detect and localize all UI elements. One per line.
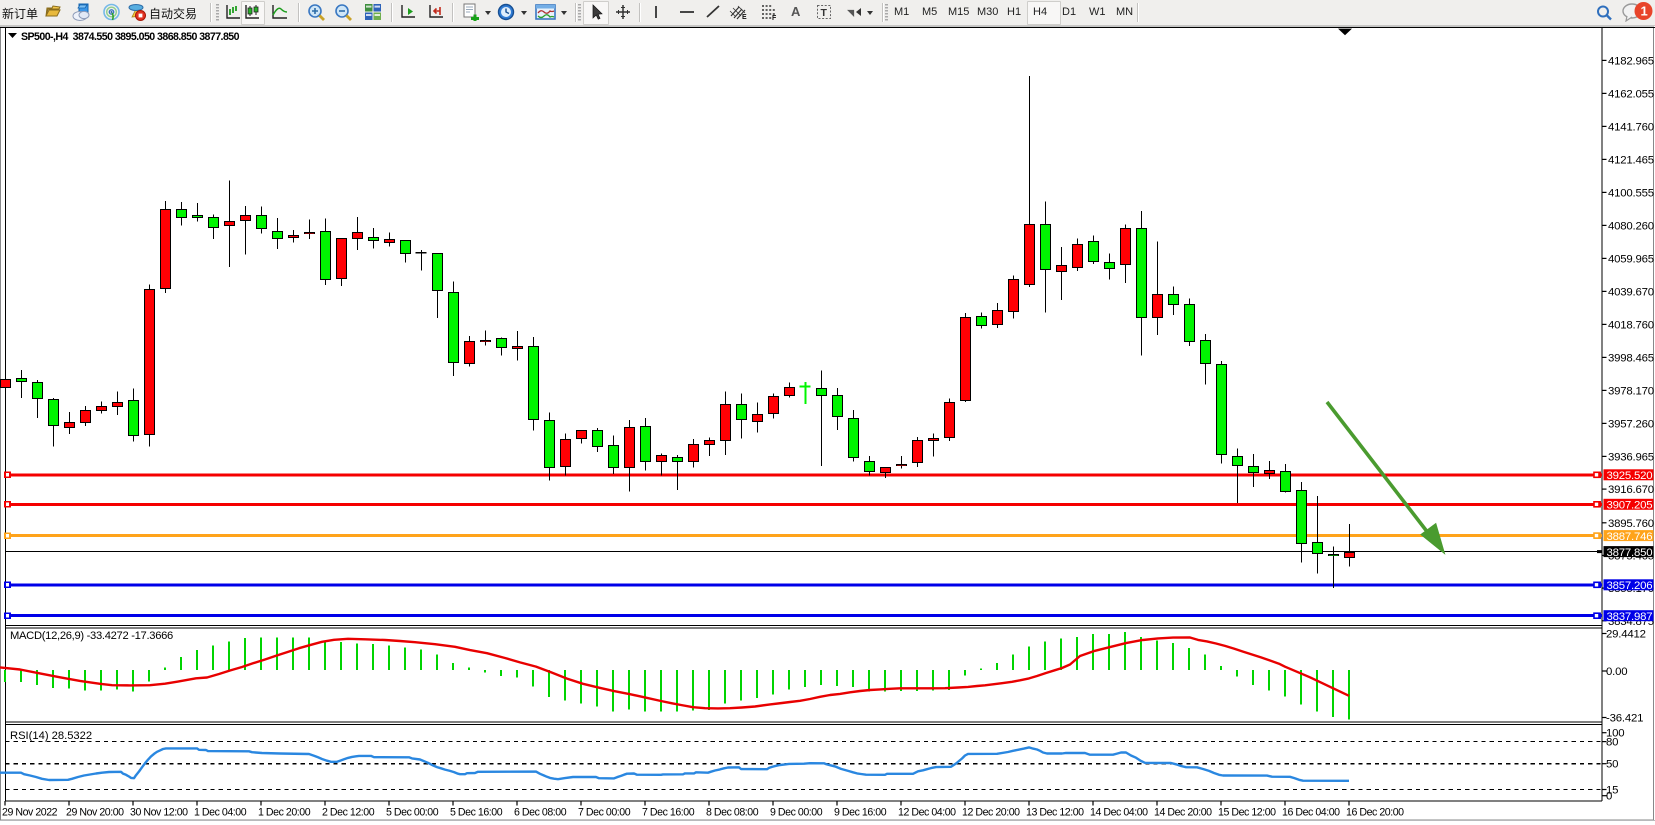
svg-text:3978.170: 3978.170 [1608,385,1654,397]
svg-text:80: 80 [1606,737,1618,749]
svg-text:1 Dec 04:00: 1 Dec 04:00 [194,807,247,819]
svg-text:3998.465: 3998.465 [1608,352,1654,364]
svg-text:4141.760: 4141.760 [1608,121,1654,133]
svg-text:16 Dec 20:00: 16 Dec 20:00 [1346,807,1404,819]
svg-text:15 Dec 12:00: 15 Dec 12:00 [1218,807,1276,819]
svg-text:4121.465: 4121.465 [1608,154,1654,166]
svg-text:0: 0 [1606,791,1612,803]
svg-text:3925.520: 3925.520 [1607,470,1653,482]
svg-text:9 Dec 16:00: 9 Dec 16:00 [834,807,887,819]
svg-text:29 Nov 20:00: 29 Nov 20:00 [66,807,124,819]
svg-text:14 Dec 04:00: 14 Dec 04:00 [1090,807,1148,819]
svg-text:4039.670: 4039.670 [1608,286,1654,298]
svg-text:3957.260: 3957.260 [1608,418,1654,430]
svg-text:3887.746: 3887.746 [1607,531,1653,543]
svg-text:5 Dec 00:00: 5 Dec 00:00 [386,807,439,819]
svg-text:13 Dec 12:00: 13 Dec 12:00 [1026,807,1084,819]
svg-text:3877.850: 3877.850 [1607,547,1653,559]
svg-text:8 Dec 08:00: 8 Dec 08:00 [706,807,759,819]
svg-text:4018.760: 4018.760 [1608,319,1654,331]
svg-text:F: F [772,15,777,21]
svg-text:5 Dec 16:00: 5 Dec 16:00 [450,807,503,819]
svg-text:3837.987: 3837.987 [1607,611,1653,623]
svg-text:0.00: 0.00 [1606,666,1627,678]
svg-text:15: 15 [1606,785,1618,797]
svg-text:14 Dec 20:00: 14 Dec 20:00 [1154,807,1212,819]
svg-text:3936.965: 3936.965 [1608,451,1654,463]
svg-text:SP500-,H4 3874.550 3895.050 3: SP500-,H4 3874.550 3895.050 3868.850 387… [21,31,240,43]
svg-text:7 Dec 00:00: 7 Dec 00:00 [578,807,631,819]
svg-text:1 Dec 20:00: 1 Dec 20:00 [258,807,311,819]
svg-text:30 Nov 12:00: 30 Nov 12:00 [130,807,188,819]
svg-text:4182.965: 4182.965 [1608,55,1654,67]
svg-text:16 Dec 04:00: 16 Dec 04:00 [1282,807,1340,819]
svg-text:3907.205: 3907.205 [1607,500,1653,512]
svg-text:4059.965: 4059.965 [1608,253,1654,265]
svg-text:RSI(14) 28.5322: RSI(14) 28.5322 [10,730,92,742]
svg-text:9 Dec 00:00: 9 Dec 00:00 [770,807,823,819]
svg-text:4100.555: 4100.555 [1608,187,1654,199]
svg-text:100: 100 [1606,728,1624,740]
svg-text:3895.760: 3895.760 [1608,518,1654,530]
svg-text:MACD(12,26,9) -33.4272 -17.366: MACD(12,26,9) -33.4272 -17.3666 [10,630,173,642]
svg-text:50: 50 [1606,759,1618,771]
svg-text:4080.260: 4080.260 [1608,220,1654,232]
svg-text:29.4412: 29.4412 [1606,629,1646,641]
svg-text:-36.421: -36.421 [1606,713,1643,725]
svg-text:7 Dec 16:00: 7 Dec 16:00 [642,807,695,819]
svg-text:3857.206: 3857.206 [1607,580,1653,592]
svg-text:2 Dec 12:00: 2 Dec 12:00 [322,807,375,819]
svg-text:12 Dec 20:00: 12 Dec 20:00 [962,807,1020,819]
svg-text:4162.055: 4162.055 [1608,88,1654,100]
svg-text:12 Dec 04:00: 12 Dec 04:00 [898,807,956,819]
svg-text:3916.670: 3916.670 [1608,484,1654,496]
svg-text:6 Dec 08:00: 6 Dec 08:00 [514,807,567,819]
svg-text:T: T [821,7,828,19]
svg-text:29 Nov 2022: 29 Nov 2022 [2,807,58,819]
svg-text:1: 1 [1641,4,1648,19]
svg-text:E: E [742,14,747,21]
